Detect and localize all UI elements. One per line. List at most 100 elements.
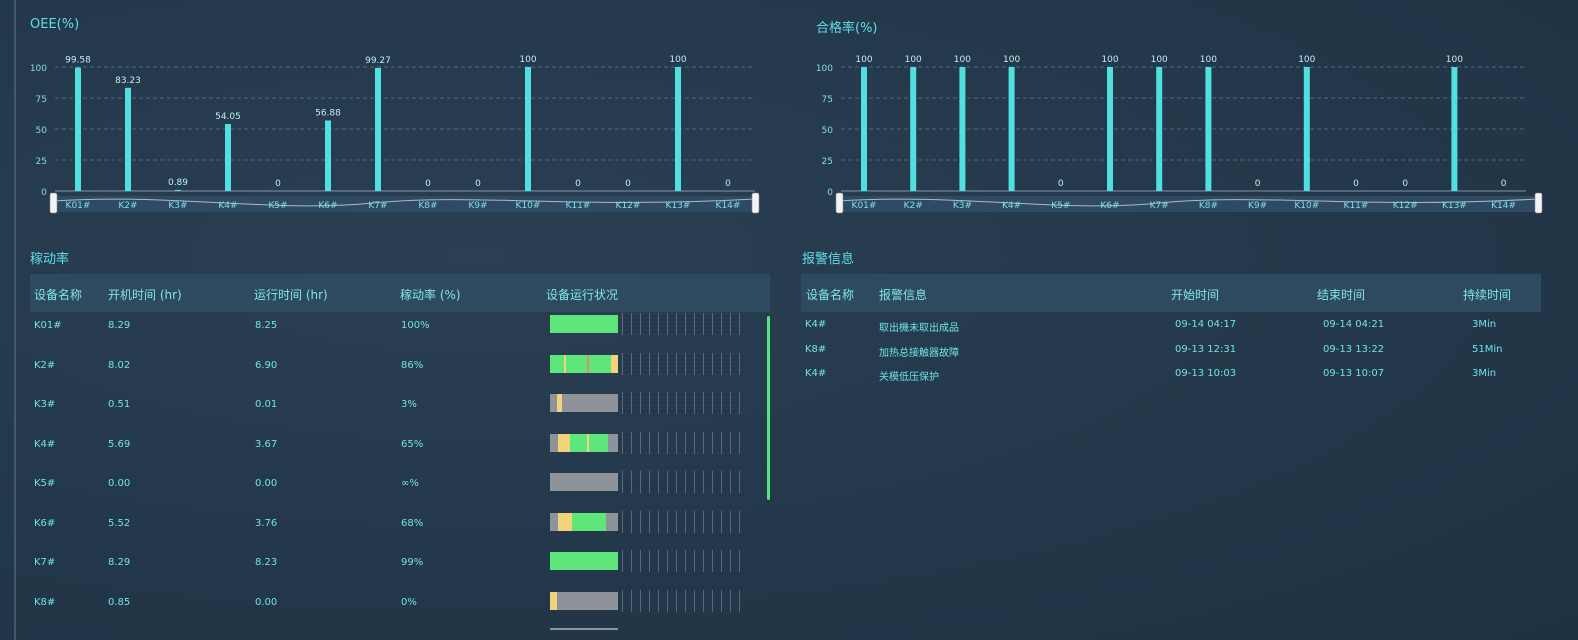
y-tick-label: 75 — [822, 95, 833, 105]
alarm-end-cell: 09-13 10:07 — [1323, 368, 1385, 379]
header-alarm-end: 结束时间 — [1317, 288, 1366, 302]
oee-bar-chart: 0 25 50 75 100 99.58 K01# 83.23 K2# 0.89 K3# 54.05 K… — [30, 55, 760, 214]
status-segment-off — [562, 394, 618, 412]
data-label: 56.88 — [315, 108, 341, 118]
y-tick-label: 25 — [36, 157, 47, 167]
data-label: 100 — [1446, 55, 1463, 65]
run-status-bar — [550, 354, 618, 373]
x-tick-label: K6# — [318, 201, 337, 211]
bar-K10 — [1303, 67, 1310, 191]
x-tick-label: K4# — [218, 201, 237, 211]
table-row[interactable]: K8# 0.85 0.00 0% — [30, 589, 770, 628]
zoom-slider-track[interactable] — [53, 196, 755, 212]
header-alarm-message: 报警信息 — [879, 288, 928, 302]
on-time-cell: 0.00 — [108, 478, 131, 489]
status-segment-fault — [587, 354, 590, 373]
data-label: 100 — [954, 55, 971, 65]
left-frame-border — [14, 0, 16, 640]
status-segment-run — [589, 433, 608, 452]
alarm-table-header: 设备名称 报警信息 开始时间 结束时间 持续时间 — [801, 274, 1541, 312]
bar-K13 — [1451, 67, 1458, 191]
bar-K3 — [175, 189, 181, 191]
partial-row-status — [550, 628, 618, 630]
data-label: 100 — [519, 55, 536, 65]
bar-K6 — [1107, 67, 1113, 191]
utilization-rate-cell: 3% — [401, 399, 417, 410]
x-tick-label: K8# — [1199, 201, 1218, 211]
x-tick-label: K9# — [1248, 201, 1267, 211]
data-label: 100 — [1298, 55, 1315, 65]
status-segment-off — [607, 433, 618, 452]
run-time-cell: 8.23 — [255, 557, 278, 568]
data-label: 100 — [1101, 55, 1118, 65]
table-row[interactable]: K2# 8.02 6.90 86% — [30, 352, 770, 391]
x-tick-label: K8# — [418, 201, 437, 211]
alarm-row[interactable]: K4# 关模低压保护 09-13 10:03 09-13 10:07 3Min — [801, 367, 1541, 387]
table-row[interactable]: K5# 0.00 0.00 ∞% — [30, 471, 770, 509]
data-label: 0 — [725, 179, 731, 189]
x-tick-label: K13# — [666, 201, 691, 211]
zoom-slider-left-handle[interactable] — [49, 192, 58, 214]
alarm-message-cell: 加热总接触器故障 — [879, 347, 959, 359]
status-segment-run — [550, 552, 618, 570]
device-name-cell: K7# — [34, 557, 56, 568]
on-time-cell: 8.29 — [108, 557, 131, 568]
status-segment-idle — [558, 512, 572, 531]
device-name-cell: K3# — [34, 399, 56, 410]
data-label: 100 — [1003, 55, 1020, 65]
y-tick-label: 75 — [36, 95, 47, 105]
x-tick-label: K7# — [368, 201, 387, 211]
data-label: 0 — [275, 179, 281, 189]
x-tick-label: K14# — [1491, 201, 1516, 211]
y-tick-label: 25 — [822, 157, 833, 167]
utilization-rate-cell: ∞% — [401, 478, 419, 489]
on-time-cell: 0.85 — [108, 596, 131, 608]
data-label: 100 — [905, 55, 922, 65]
alarm-start-cell: 09-14 04:17 — [1175, 319, 1237, 330]
alarm-message-cell: 取出機未取出成品 — [879, 323, 959, 334]
alarm-device-cell: K4# — [805, 319, 827, 330]
data-label: 0 — [425, 179, 431, 189]
zoom-slider-track[interactable] — [839, 196, 1538, 212]
x-tick-label: K11# — [566, 201, 591, 211]
status-segment-off — [550, 394, 557, 412]
table-row[interactable]: K01# 8.29 8.25 100% — [30, 313, 770, 351]
utilization-rate-cell: 65% — [401, 438, 424, 450]
table-row[interactable]: K6# 5.52 3.76 68% — [30, 510, 770, 549]
device-name-cell: K2# — [34, 359, 56, 371]
alarm-end-cell: 09-14 04:21 — [1323, 319, 1385, 330]
device-name-cell: K8# — [34, 596, 56, 608]
status-segment-run — [571, 512, 606, 531]
header-alarm-start: 开始时间 — [1171, 288, 1220, 302]
bar-K01 — [861, 67, 867, 191]
bar-K01 — [75, 67, 81, 191]
alarm-row[interactable]: K8# 加热总接触器故障 09-13 12:31 09-13 13:22 51Min — [801, 343, 1541, 363]
x-tick-label: K12# — [616, 201, 641, 211]
status-segment-off — [550, 473, 618, 491]
utilization-panel-title: 稼动率 — [30, 252, 70, 267]
table-row[interactable]: K4# 5.69 3.67 65% — [30, 431, 770, 470]
alarm-end-cell: 09-13 13:22 — [1323, 343, 1385, 355]
utilization-table-header: 设备名称 开机时间 (hr) 运行时间 (hr) 稼动率 (%) 设备运行状况 — [30, 274, 770, 312]
bar-K3 — [959, 67, 966, 191]
data-label: 0 — [475, 179, 481, 189]
device-name-cell: K01# — [34, 320, 62, 331]
zoom-slider-left-handle[interactable] — [835, 192, 844, 214]
header-on-time: 开机时间 (hr) — [108, 288, 182, 302]
bar-K2 — [910, 67, 917, 191]
data-label: 0 — [1353, 179, 1359, 189]
zoom-slider-right-handle[interactable] — [1534, 192, 1543, 214]
alarm-row[interactable]: K4# 取出機未取出成品 09-14 04:17 09-14 04:21 3Min — [801, 318, 1541, 338]
data-label: 100 — [1200, 55, 1217, 65]
x-tick-label: K01# — [66, 201, 91, 211]
status-segment-off — [605, 512, 618, 531]
utilization-table-scrollbar[interactable] — [767, 316, 770, 500]
status-segment-run — [570, 433, 588, 452]
table-row[interactable]: K3# 0.51 0.01 3% — [30, 392, 770, 430]
x-tick-label: K2# — [904, 201, 923, 211]
timeline-ticks — [622, 471, 740, 493]
table-row[interactable]: K7# 8.29 8.23 99% — [30, 550, 770, 588]
x-tick-label: K13# — [1442, 201, 1467, 211]
run-status-bar — [550, 591, 618, 610]
zoom-slider-right-handle[interactable] — [751, 192, 760, 214]
